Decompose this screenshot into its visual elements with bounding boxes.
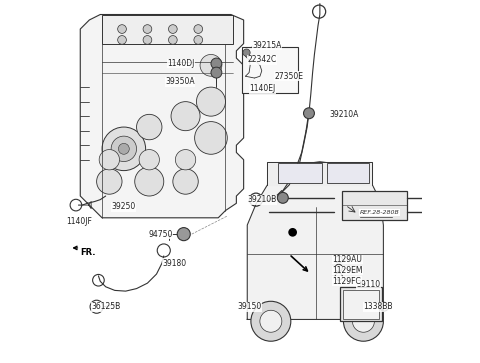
Text: 1129AU: 1129AU: [333, 255, 362, 264]
Circle shape: [139, 150, 159, 170]
Text: REF.28-280B: REF.28-280B: [360, 210, 399, 215]
Text: 36125B: 36125B: [91, 302, 120, 311]
Circle shape: [251, 301, 291, 341]
Polygon shape: [80, 15, 244, 218]
Circle shape: [175, 150, 196, 170]
Circle shape: [196, 87, 226, 116]
Text: FR.: FR.: [80, 248, 96, 257]
Text: 39250: 39250: [111, 203, 135, 211]
Circle shape: [96, 169, 122, 194]
Circle shape: [135, 167, 164, 196]
Circle shape: [194, 122, 228, 154]
Circle shape: [288, 228, 297, 237]
Text: 27350E: 27350E: [275, 72, 303, 81]
Text: 1140JF: 1140JF: [67, 217, 92, 226]
Circle shape: [303, 108, 314, 119]
Circle shape: [168, 36, 177, 44]
Circle shape: [194, 25, 203, 33]
Polygon shape: [267, 162, 372, 185]
Bar: [343, 290, 379, 319]
Circle shape: [102, 127, 145, 171]
Circle shape: [143, 36, 152, 44]
Text: 39150: 39150: [238, 302, 262, 311]
Circle shape: [118, 25, 126, 33]
Circle shape: [143, 25, 152, 33]
Circle shape: [177, 228, 190, 241]
Circle shape: [111, 136, 136, 162]
Bar: [340, 287, 382, 321]
Text: 22342C: 22342C: [247, 56, 276, 64]
Circle shape: [277, 192, 288, 203]
Text: 39210A: 39210A: [329, 110, 358, 119]
Text: 39210B: 39210B: [247, 195, 276, 204]
Bar: [278, 163, 322, 183]
Circle shape: [200, 54, 222, 76]
Text: 39110: 39110: [356, 281, 380, 289]
Circle shape: [99, 150, 120, 170]
Circle shape: [119, 143, 129, 154]
Text: 39215A: 39215A: [252, 41, 282, 50]
Circle shape: [173, 169, 198, 194]
Text: 39350A: 39350A: [165, 77, 194, 86]
Circle shape: [136, 114, 162, 140]
Circle shape: [118, 36, 126, 44]
Bar: [342, 191, 407, 220]
Circle shape: [211, 67, 222, 78]
Text: 1140DJ: 1140DJ: [167, 59, 194, 68]
Circle shape: [260, 310, 282, 332]
Circle shape: [171, 102, 200, 131]
Circle shape: [243, 49, 250, 56]
Text: 1140EJ: 1140EJ: [249, 85, 276, 93]
Circle shape: [194, 36, 203, 44]
Bar: [102, 15, 233, 44]
Circle shape: [211, 58, 222, 69]
Circle shape: [344, 301, 384, 341]
Text: 39180: 39180: [162, 259, 186, 268]
Bar: [242, 47, 298, 93]
Polygon shape: [247, 162, 384, 319]
Circle shape: [168, 25, 177, 33]
Text: 1338BB: 1338BB: [363, 302, 393, 311]
Bar: [327, 163, 369, 183]
Text: 1129FC: 1129FC: [333, 277, 361, 286]
Text: 1129EM: 1129EM: [333, 266, 363, 275]
Text: 94750: 94750: [148, 230, 173, 238]
Circle shape: [352, 310, 374, 332]
